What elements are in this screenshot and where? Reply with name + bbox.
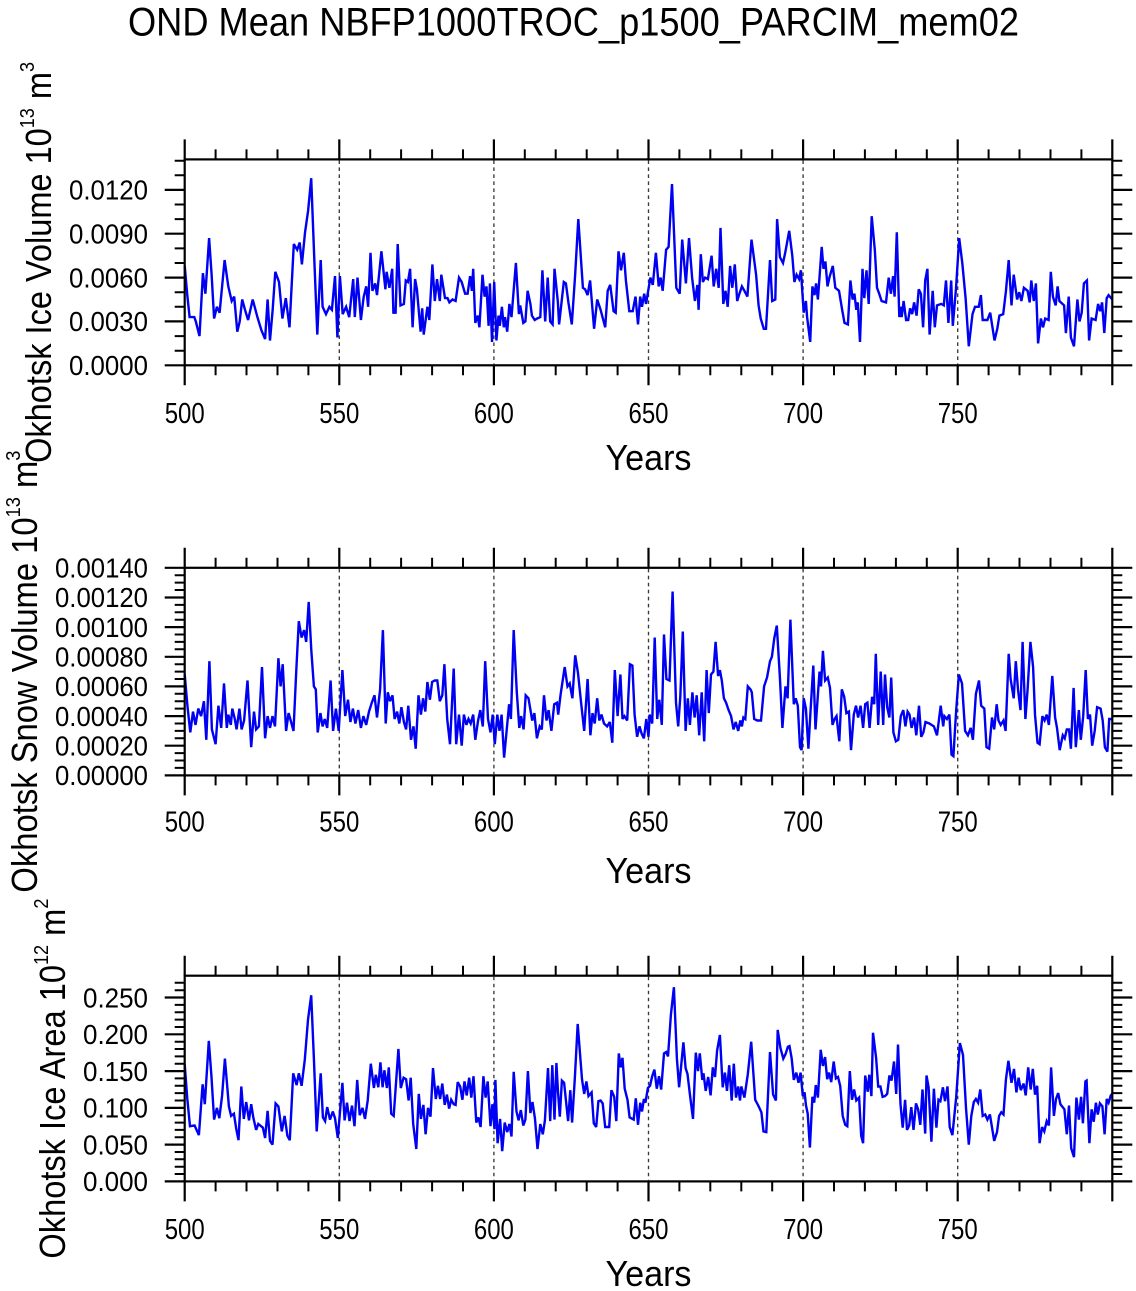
svg-text:550: 550 [319,807,359,839]
svg-text:0.00060: 0.00060 [55,671,148,702]
svg-text:700: 700 [783,398,823,430]
svg-text:550: 550 [319,398,359,430]
svg-text:550: 550 [319,1214,359,1246]
svg-text:Okhotsk Ice Volume 1013 m3: Okhotsk Ice Volume 1013 m3 [17,62,59,463]
svg-text:750: 750 [938,807,978,839]
svg-text:0.00000: 0.00000 [55,760,148,791]
svg-text:500: 500 [165,807,205,839]
svg-text:0.250: 0.250 [83,982,148,1013]
svg-text:700: 700 [783,807,823,839]
svg-text:650: 650 [629,398,669,430]
svg-text:0.00040: 0.00040 [55,701,148,732]
svg-text:0.00140: 0.00140 [55,553,148,584]
svg-text:500: 500 [165,398,205,430]
svg-text:OND Mean NBFP1000TROC_p1500_PA: OND Mean NBFP1000TROC_p1500_PARCIM_mem02 [128,1,1019,45]
svg-text:700: 700 [783,1214,823,1246]
svg-text:0.050: 0.050 [83,1129,148,1160]
svg-text:0.0090: 0.0090 [69,219,148,250]
svg-text:0.00120: 0.00120 [55,582,148,613]
svg-text:Years: Years [606,850,692,891]
svg-text:0.00080: 0.00080 [55,642,148,673]
svg-text:0.150: 0.150 [83,1056,148,1087]
svg-text:0.100: 0.100 [83,1093,148,1124]
svg-text:650: 650 [629,1214,669,1246]
svg-text:0.00100: 0.00100 [55,612,148,643]
svg-text:Years: Years [606,437,692,478]
svg-text:0.0120: 0.0120 [69,175,148,206]
svg-text:0.0060: 0.0060 [69,262,148,293]
svg-text:0.200: 0.200 [83,1019,148,1050]
svg-text:500: 500 [165,1214,205,1246]
svg-text:Years: Years [606,1253,692,1291]
svg-text:0.00020: 0.00020 [55,731,148,762]
svg-text:750: 750 [938,1214,978,1246]
svg-text:Okhotsk Snow Volume 1013 m3: Okhotsk Snow Volume 1013 m3 [3,451,45,893]
svg-text:0.0000: 0.0000 [69,350,148,381]
svg-text:0.0030: 0.0030 [69,306,148,337]
svg-text:600: 600 [474,398,514,430]
svg-text:650: 650 [629,807,669,839]
svg-text:0.000: 0.000 [83,1166,148,1197]
svg-text:750: 750 [938,398,978,430]
svg-text:600: 600 [474,807,514,839]
svg-text:600: 600 [474,1214,514,1246]
